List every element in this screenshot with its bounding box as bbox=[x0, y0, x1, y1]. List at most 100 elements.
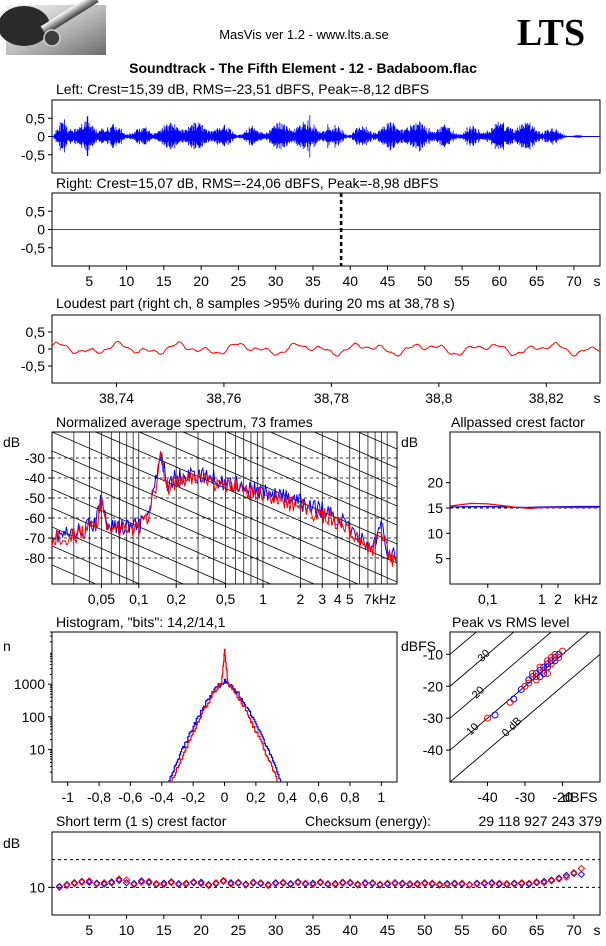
crest-point-left bbox=[421, 879, 429, 887]
x-tick-label: 30 bbox=[268, 273, 284, 289]
crest-point-right bbox=[122, 876, 131, 884]
crest-point-right bbox=[137, 878, 146, 886]
crest-point-right bbox=[182, 879, 190, 887]
chart-title: Right: Crest=15,07 dB, RMS=-24,06 dBFS, … bbox=[56, 175, 438, 191]
x-tick-label: 0,6 bbox=[309, 789, 329, 805]
crest-point-left bbox=[130, 879, 138, 888]
x-tick-label: 20 bbox=[193, 922, 209, 938]
crest-point-left bbox=[361, 879, 369, 887]
crest-point-left bbox=[152, 880, 161, 889]
crest-point-left bbox=[510, 879, 518, 887]
x-tick-label: 1 bbox=[259, 591, 267, 607]
crest-point-left bbox=[398, 879, 407, 887]
y-tick-label: -50 bbox=[25, 490, 45, 506]
x-tick-label: 60 bbox=[492, 273, 508, 289]
crest-point-right bbox=[577, 864, 586, 873]
crest-point-left bbox=[555, 874, 563, 882]
crest-point-left bbox=[428, 880, 436, 888]
y-tick-label: 0 bbox=[37, 222, 45, 238]
slope-grid-line bbox=[52, 526, 185, 584]
x-tick-label: 38,82 bbox=[529, 390, 564, 406]
crest-point-left bbox=[137, 877, 146, 885]
crest-point-left bbox=[204, 880, 213, 889]
crest-point-right bbox=[324, 879, 332, 888]
crest-point-left bbox=[175, 879, 183, 888]
crest-point-right bbox=[257, 879, 265, 887]
x-tick-label: 3 bbox=[318, 591, 326, 607]
crest-point-right bbox=[383, 879, 392, 887]
crest-point-left bbox=[227, 879, 235, 887]
crest-point-right bbox=[353, 881, 362, 889]
x-tick-label: 45 bbox=[380, 273, 396, 289]
crest-point-left bbox=[219, 877, 228, 886]
slope-grid-line bbox=[52, 545, 141, 584]
slope-grid-line bbox=[52, 641, 397, 791]
crest-point-left bbox=[249, 878, 258, 886]
crest-point-right bbox=[115, 875, 123, 883]
crest-point-left bbox=[346, 879, 354, 887]
crest-point-left bbox=[309, 879, 317, 887]
app-title: MasVis ver 1.2 - www.lts.a.se bbox=[219, 27, 389, 42]
crest-point-right bbox=[540, 879, 548, 887]
crest-point-right bbox=[562, 873, 571, 881]
crest-point-left bbox=[234, 879, 243, 887]
crest-point-right bbox=[100, 879, 108, 887]
crest-point-right bbox=[450, 880, 459, 888]
crest-point-left bbox=[391, 879, 399, 887]
crest-point-left bbox=[406, 880, 414, 889]
crest-point-left bbox=[264, 880, 272, 889]
slope-grid-line bbox=[52, 488, 272, 584]
y-unit-label: dB bbox=[3, 434, 20, 450]
crest-point-left bbox=[78, 877, 86, 886]
y-tick-label: 0,5 bbox=[26, 324, 46, 340]
chart-title: Peak vs RMS level bbox=[452, 614, 569, 630]
slope-grid-line bbox=[52, 469, 316, 584]
crest-point-left bbox=[107, 878, 116, 886]
crest-point-left bbox=[562, 871, 571, 880]
crest-point-left bbox=[257, 879, 265, 888]
x-unit-label: s bbox=[594, 390, 601, 406]
crest-point-left bbox=[368, 879, 377, 888]
x-tick-label: -0,8 bbox=[87, 789, 111, 805]
y-tick-label: 10 bbox=[29, 879, 45, 895]
x-tick-label: 0,4 bbox=[277, 789, 297, 805]
x-tick-label: 38,8 bbox=[425, 390, 452, 406]
slope-grid-line bbox=[182, 432, 397, 526]
left-waveform-panel: Left: Crest=15,39 dB, RMS=-23,51 dBFS, P… bbox=[21, 81, 601, 174]
crest-point-left bbox=[488, 879, 496, 887]
crest-point-right bbox=[465, 881, 474, 889]
crest-point-left bbox=[55, 882, 64, 891]
y-tick-label: 100 bbox=[22, 709, 46, 725]
x-tick-label: 0,5 bbox=[216, 591, 236, 607]
crest-point-left bbox=[212, 879, 220, 888]
crest-point-left bbox=[570, 869, 578, 878]
chart-title: Short term (1 s) crest factor bbox=[56, 813, 227, 829]
crest-point-right bbox=[525, 879, 533, 887]
scatter-point-right bbox=[506, 698, 514, 706]
x-unit-label: kHz bbox=[574, 591, 598, 607]
crest-point-left bbox=[167, 878, 176, 886]
crest-point-left bbox=[353, 880, 362, 888]
crest-point-left bbox=[376, 881, 384, 889]
x-tick-label: 30 bbox=[268, 922, 284, 938]
histogram-trace-right bbox=[171, 648, 279, 782]
x-tick-label: 0,1 bbox=[478, 591, 498, 607]
crest-point-right bbox=[167, 879, 176, 887]
crest-point-right bbox=[510, 880, 518, 888]
x-tick-label: 50 bbox=[417, 273, 433, 289]
x-tick-label: 40 bbox=[342, 922, 358, 938]
slope-grid-line bbox=[52, 622, 397, 772]
y-tick-label: -20 bbox=[423, 678, 443, 694]
histogram-panel: Histogram, "bits": 14,2/14,1 n 100010010… bbox=[3, 614, 398, 805]
crest-point-left bbox=[301, 880, 310, 888]
crest-point-left bbox=[324, 880, 332, 889]
crest-point-right bbox=[555, 875, 563, 883]
crest-point-left bbox=[279, 879, 287, 887]
crest-point-right bbox=[242, 881, 250, 889]
crest-point-right bbox=[175, 880, 183, 889]
slope-grid-line bbox=[52, 432, 397, 583]
crest-point-right bbox=[376, 880, 384, 888]
crest-point-left bbox=[271, 879, 280, 887]
